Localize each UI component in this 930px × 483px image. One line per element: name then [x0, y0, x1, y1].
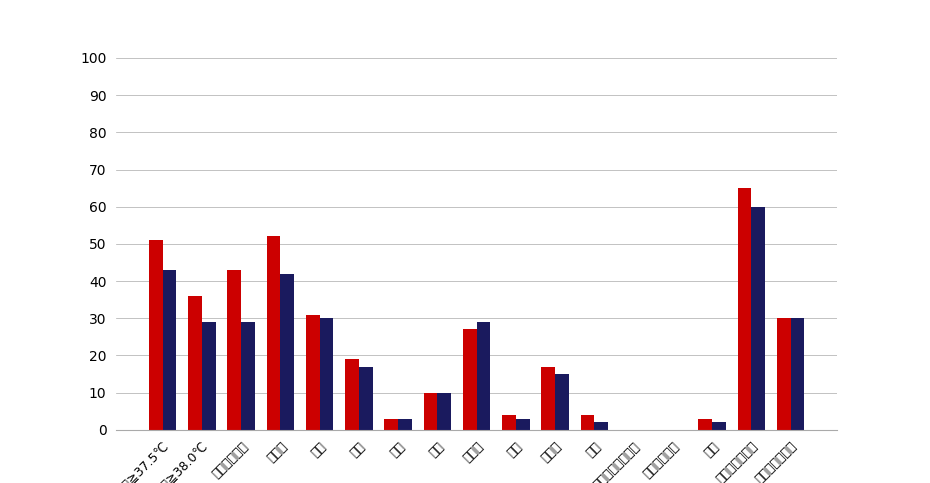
- Bar: [359, 367, 373, 430]
- Bar: [267, 237, 281, 430]
- Bar: [188, 296, 202, 430]
- Bar: [555, 374, 569, 430]
- Bar: [163, 270, 177, 430]
- Bar: [202, 322, 216, 430]
- Bar: [777, 318, 790, 430]
- Bar: [790, 318, 804, 430]
- Bar: [698, 419, 712, 430]
- Bar: [345, 359, 359, 430]
- Bar: [149, 240, 163, 430]
- Bar: [712, 423, 725, 430]
- Bar: [281, 274, 294, 430]
- Bar: [751, 207, 765, 430]
- Bar: [398, 419, 412, 430]
- Bar: [384, 419, 398, 430]
- Bar: [437, 393, 451, 430]
- Bar: [580, 415, 594, 430]
- Bar: [306, 314, 320, 430]
- Bar: [228, 270, 241, 430]
- Bar: [241, 322, 255, 430]
- Bar: [463, 329, 476, 430]
- Bar: [476, 322, 490, 430]
- Bar: [516, 419, 529, 430]
- Bar: [424, 393, 437, 430]
- Bar: [502, 415, 516, 430]
- Bar: [737, 188, 751, 430]
- Bar: [320, 318, 334, 430]
- Bar: [541, 367, 555, 430]
- Bar: [594, 423, 608, 430]
